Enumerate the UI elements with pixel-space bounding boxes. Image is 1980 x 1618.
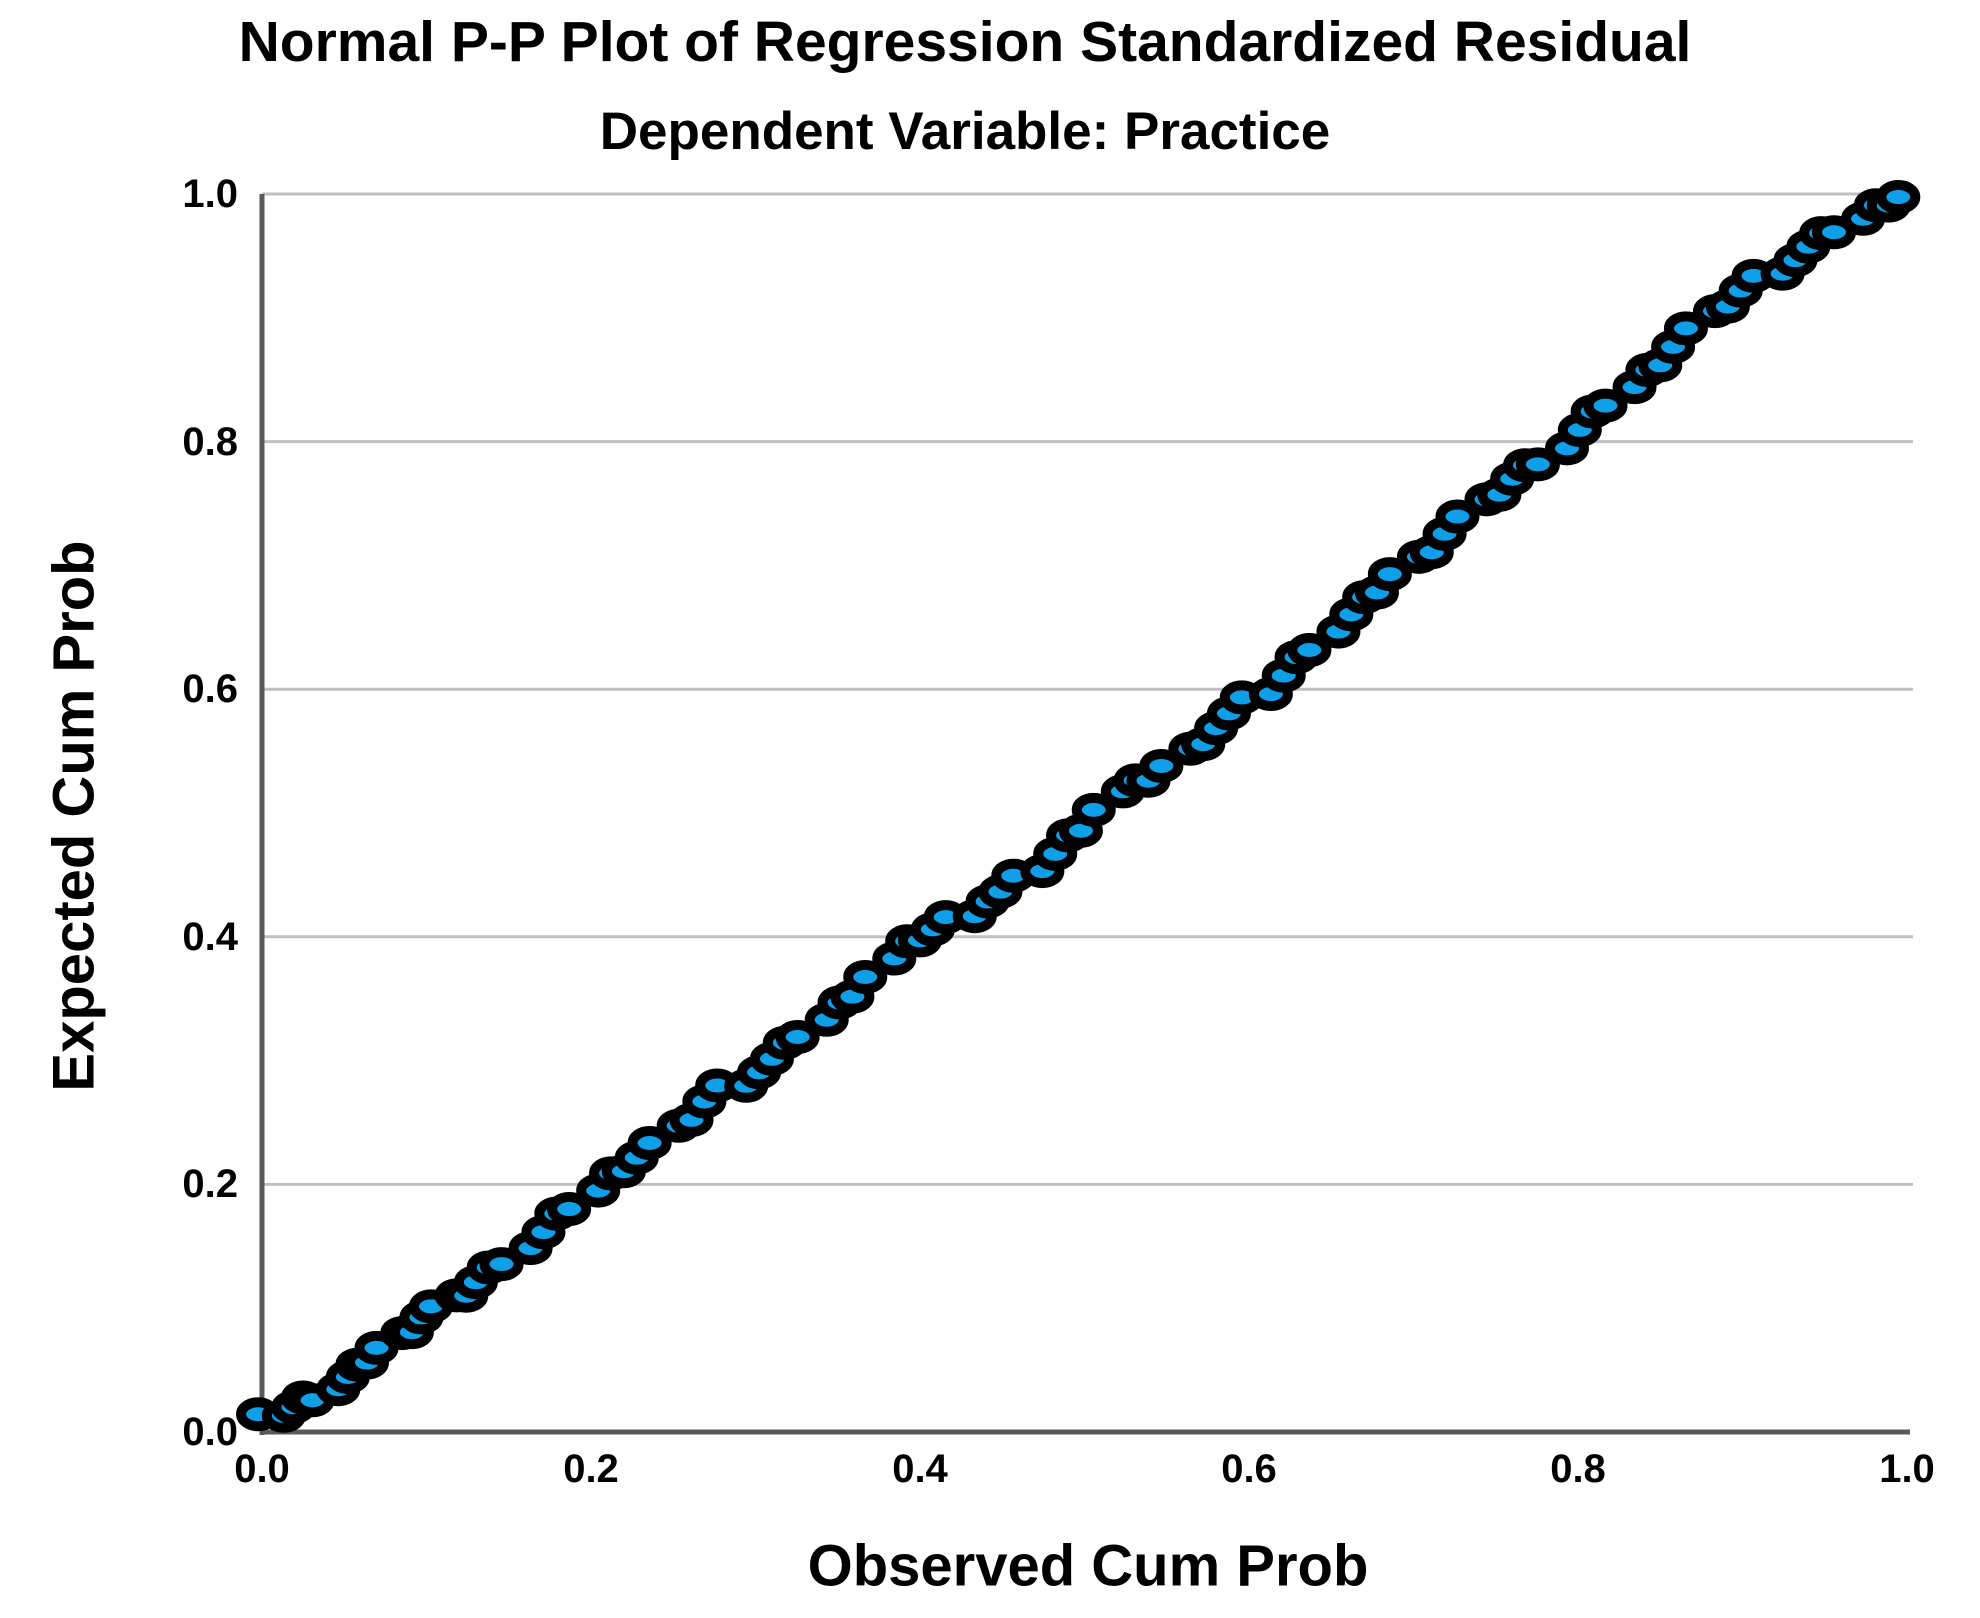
data-point [775,1019,820,1054]
data-point [1515,447,1560,482]
y-tick-label: 0.8 [182,419,238,464]
x-axis-title: Observed Cum Prob [807,1533,1369,1599]
data-point [1435,499,1480,534]
y-tick-label: 1.0 [182,172,238,216]
y-tick-label: 0.0 [182,1410,238,1454]
data-point [1287,633,1332,668]
data-point [843,959,888,994]
y-tick-label: 0.4 [182,914,238,959]
data-point [479,1247,524,1282]
chart-title: Normal P-P Plot of Regression Standardiz… [238,10,1692,74]
y-axis-title: Expected Cum Prob [41,540,107,1092]
y-tick-label: 0.2 [182,1162,238,1207]
data-point [1583,388,1628,423]
data-point [627,1125,672,1160]
x-tick-label: 0.6 [1221,1447,1277,1491]
x-tick-label: 0.8 [1550,1447,1606,1491]
y-tick-label: 0.6 [182,667,238,712]
data-point [1876,180,1921,215]
x-tick-label: 0.0 [234,1447,290,1491]
data-point [1139,748,1184,783]
data-point [547,1192,592,1227]
x-tick-label: 0.2 [563,1447,619,1491]
data-point [1367,557,1412,592]
data-point [1663,311,1708,346]
x-tick-label: 1.0 [1879,1447,1935,1491]
data-point [1071,792,1116,827]
chart-subtitle: Dependent Variable: Practice [599,102,1331,161]
x-tick-label: 0.4 [892,1447,948,1491]
